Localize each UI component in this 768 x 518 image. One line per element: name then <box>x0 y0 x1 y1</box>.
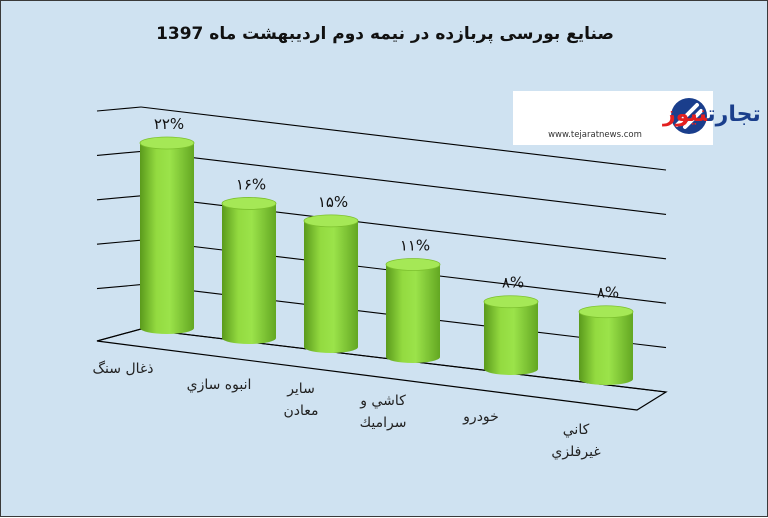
gridline-back <box>140 150 667 215</box>
bar <box>385 258 441 363</box>
gridline-side <box>96 106 142 112</box>
bar-body <box>140 143 194 334</box>
data-label: ۸% <box>597 284 619 302</box>
data-label: ۱۶% <box>236 175 266 193</box>
logo-url: www.tejaratnews.com <box>548 130 642 140</box>
category-label: كاشي و <box>359 393 406 409</box>
bar-top <box>303 214 359 228</box>
bar-top <box>139 136 195 150</box>
data-label: ۱۵% <box>318 193 348 211</box>
bar-top <box>221 197 277 210</box>
bar <box>578 305 634 385</box>
gridline-side <box>96 239 142 245</box>
gridline-side <box>96 150 142 156</box>
category-label: معادن <box>283 403 318 419</box>
bar-body <box>386 264 440 363</box>
bars <box>139 136 634 385</box>
bar-top <box>483 295 539 309</box>
bar-body <box>579 311 633 385</box>
logo-text-blue: تجارت <box>706 102 760 127</box>
data-labels: ۲۲% ۱۶% ۱۵% ۱۱% ۸% ۸% <box>154 115 619 302</box>
bar-top <box>578 305 634 319</box>
category-labels: ذغال سنگ انبوه سازي ساير معادن كاشي و سراميك خ… <box>93 360 601 460</box>
category-label: غيرفلزي <box>551 444 600 460</box>
bar <box>221 197 277 344</box>
category-label: ذغال سنگ <box>93 360 154 377</box>
gridline-side <box>96 284 142 290</box>
bar-body <box>484 301 538 375</box>
bar-top <box>385 258 441 271</box>
floor <box>96 328 668 411</box>
bar <box>483 295 539 375</box>
category-label: سراميك <box>360 415 407 431</box>
category-label: ساير <box>286 381 315 397</box>
watermark-logo: تجارتنیوز www.tejaratnews.com <box>513 91 761 145</box>
category-label: انبوه سازي <box>187 377 252 393</box>
logo-text-red: نیوز <box>662 102 708 127</box>
data-label: ۸% <box>502 274 524 292</box>
gridline-back <box>140 106 667 171</box>
data-label: ۲۲% <box>154 115 184 133</box>
bar-body <box>304 220 358 353</box>
logo-text: تجارتنیوز <box>662 102 761 127</box>
bar <box>139 136 195 334</box>
logo-emblem-icon <box>671 98 707 134</box>
data-label: ۱۱% <box>400 237 430 255</box>
category-label: كاني <box>563 422 590 438</box>
bar <box>303 214 359 353</box>
chart-title: صنایع بورسی پربازده در نیمه دوم اردیبهشت… <box>156 24 614 44</box>
gridline-side <box>96 195 142 201</box>
category-label: خودرو <box>462 409 499 425</box>
bar-body <box>222 203 276 344</box>
